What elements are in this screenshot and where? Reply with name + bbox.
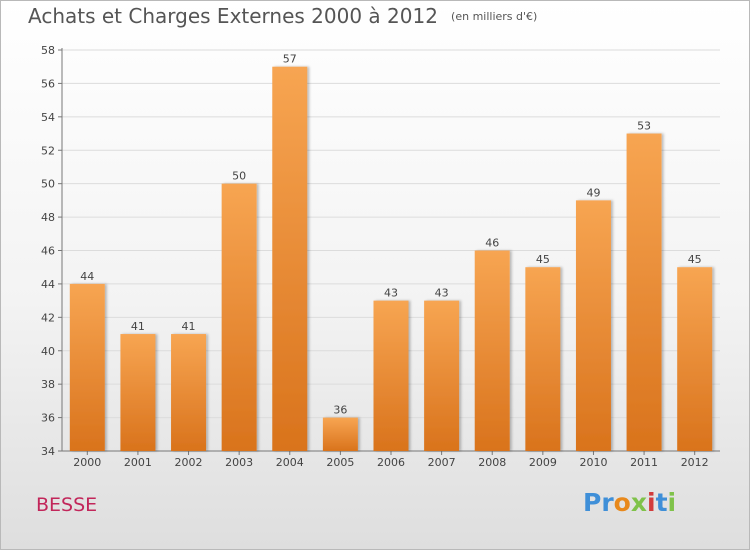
bar-2008 xyxy=(474,250,510,451)
x-tick-label-2006: 2006 xyxy=(377,456,405,469)
data-label-2009: 45 xyxy=(536,253,550,266)
bar-2000 xyxy=(69,283,105,451)
bar-2009 xyxy=(525,267,561,451)
bars xyxy=(69,66,713,451)
bar-2005 xyxy=(322,417,358,451)
x-tick-label-2012: 2012 xyxy=(681,456,709,469)
bar-2004 xyxy=(272,66,308,451)
y-tick-label: 56 xyxy=(41,77,55,90)
y-tick-label: 34 xyxy=(41,445,55,458)
bar-2010 xyxy=(575,200,611,451)
logo-letter: P xyxy=(583,488,602,517)
y-tick-label: 42 xyxy=(41,311,55,324)
bar-2012 xyxy=(677,267,713,451)
data-label-2010: 49 xyxy=(586,186,600,199)
y-tick-label: 46 xyxy=(41,245,55,258)
y-tick-label: 36 xyxy=(41,412,55,425)
data-label-2012: 45 xyxy=(688,253,702,266)
x-tick-label-2004: 2004 xyxy=(276,456,304,469)
chart-subtitle: (en milliers d'€) xyxy=(451,10,538,23)
x-tick-label-2003: 2003 xyxy=(225,456,253,469)
x-tick-label-2001: 2001 xyxy=(124,456,152,469)
logo-letter: r xyxy=(601,488,614,517)
bar-2001 xyxy=(120,334,156,451)
logo-letter: i xyxy=(647,488,656,517)
proxiti-logo: Proxiti xyxy=(583,488,676,517)
logo-letter: i xyxy=(667,488,677,517)
x-tick-label-2000: 2000 xyxy=(73,456,101,469)
y-tick-label: 52 xyxy=(41,144,55,157)
chart-title-block: Achats et Charges Externes 2000 à 2012 (… xyxy=(28,4,537,28)
x-tick-label-2007: 2007 xyxy=(428,456,456,469)
data-label-2006: 43 xyxy=(384,287,398,300)
commune-name: BESSE xyxy=(36,494,98,516)
x-tick-label-2011: 2011 xyxy=(630,456,658,469)
bar-2007 xyxy=(424,300,460,451)
logo-letter: x xyxy=(630,488,647,517)
x-tick-label-2010: 2010 xyxy=(579,456,607,469)
tick-labels: 34 36 38 40 42 44 46 48 50 52 54 56 58 2000 2001 2002 20… xyxy=(41,44,709,469)
bar-2011 xyxy=(626,133,662,451)
data-label-2005: 36 xyxy=(333,404,347,417)
y-tick-label: 54 xyxy=(41,111,55,124)
x-tick-label-2002: 2002 xyxy=(175,456,203,469)
y-tick-label: 48 xyxy=(41,211,55,224)
data-labels: 44 41 41 50 57 36 43 43 46 45 49 53 45 xyxy=(80,53,701,417)
bar-2006 xyxy=(373,300,409,451)
y-tick-label: 58 xyxy=(41,44,55,57)
x-tick-label-2008: 2008 xyxy=(478,456,506,469)
logo-letter: t xyxy=(655,488,668,517)
y-tick-label: 38 xyxy=(41,378,55,391)
y-tick-label: 44 xyxy=(41,278,55,291)
logo-letter: o xyxy=(613,488,631,517)
data-label-2004: 57 xyxy=(283,53,297,66)
data-label-2007: 43 xyxy=(435,287,449,300)
bar-2002 xyxy=(171,334,207,451)
x-tick-label-2009: 2009 xyxy=(529,456,557,469)
data-label-2002: 41 xyxy=(182,320,196,333)
y-tick-label: 50 xyxy=(41,178,55,191)
chart-title: Achats et Charges Externes 2000 à 2012 xyxy=(28,4,438,28)
data-label-2000: 44 xyxy=(80,270,94,283)
data-label-2003: 50 xyxy=(232,170,246,183)
x-tick-label-2005: 2005 xyxy=(326,456,354,469)
data-label-2011: 53 xyxy=(637,120,651,133)
y-tick-label: 40 xyxy=(41,345,55,358)
data-label-2001: 41 xyxy=(131,320,145,333)
data-label-2008: 46 xyxy=(485,237,499,250)
bar-2003 xyxy=(221,183,257,451)
